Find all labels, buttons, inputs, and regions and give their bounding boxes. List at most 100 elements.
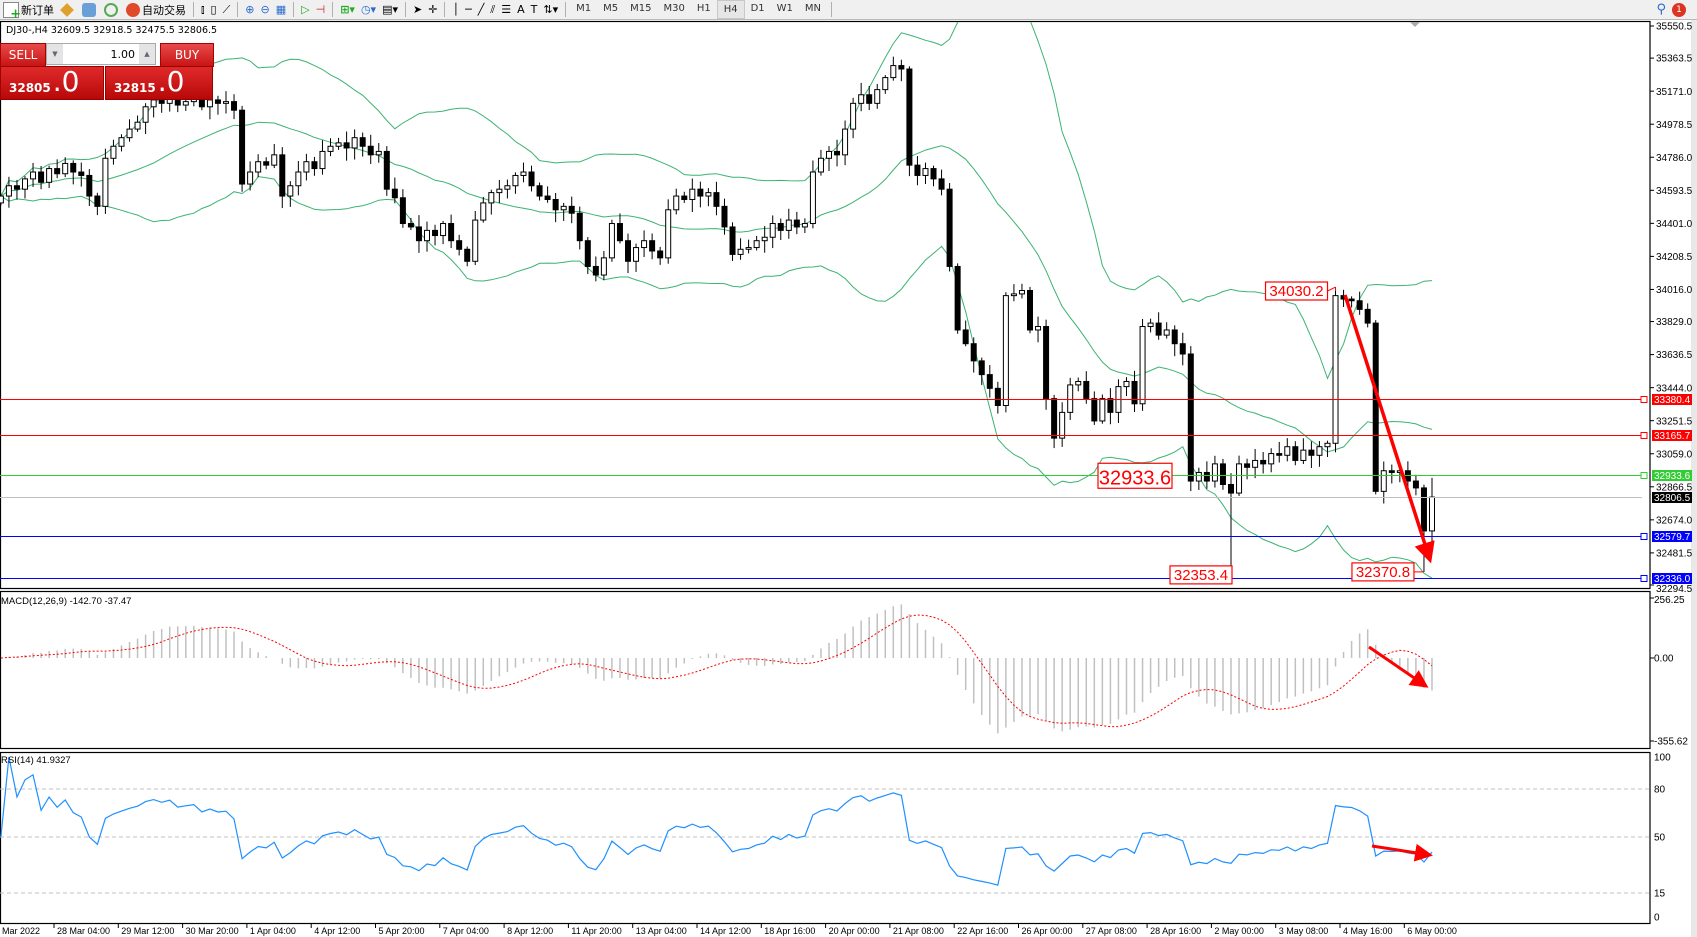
price-axis-label: 34978.5 <box>1656 120 1693 131</box>
candle-chart-button[interactable]: ▯ <box>208 1 220 18</box>
candle-bear <box>158 99 165 104</box>
time-axis-label: 6 May 00:00 <box>1407 926 1457 936</box>
line-handle[interactable] <box>1640 432 1648 439</box>
fibonacci-button[interactable]: ☰ <box>498 1 514 18</box>
cursor-button[interactable]: ➤ <box>410 1 425 18</box>
line-handle[interactable] <box>1640 533 1648 540</box>
text-label-button[interactable]: T <box>528 1 541 18</box>
line-handle[interactable] <box>1640 396 1648 403</box>
crosshair-button[interactable]: ✛ <box>425 1 440 18</box>
candle-bear <box>1372 322 1379 492</box>
time-axis-label: 18 Apr 16:00 <box>764 926 815 936</box>
candle-bull <box>874 89 881 104</box>
history-button[interactable] <box>57 1 79 18</box>
price-tag <box>1652 492 1692 503</box>
search-button[interactable]: ⚲ <box>1653 1 1669 18</box>
timeframe-m15[interactable]: M15 <box>630 3 652 14</box>
candle-bull <box>496 188 503 194</box>
timeframe-h1[interactable]: H1 <box>696 3 711 14</box>
lot-increase-button[interactable]: ▲ <box>139 44 155 64</box>
candle-bear <box>415 226 422 242</box>
timeframe-d1[interactable]: D1 <box>750 3 765 14</box>
timeframe-mn[interactable]: MN <box>804 3 822 14</box>
zoom-in-button[interactable]: ⊕ <box>242 1 257 18</box>
indicators-button[interactable]: ⊞▾ <box>337 1 358 18</box>
line-handle[interactable] <box>1640 575 1648 582</box>
price-axis-label: 32294.5 <box>1656 584 1693 595</box>
price-axis-label: 32674.0 <box>1656 515 1693 526</box>
line-handle[interactable] <box>1640 472 1648 479</box>
new-order-button[interactable]: + 新订单 <box>0 1 57 19</box>
zoom-in-icon: ⊕ <box>245 3 255 16</box>
auto-scroll-button[interactable]: ▷ <box>298 1 312 18</box>
candle-bull <box>769 223 776 238</box>
timeframe-m30[interactable]: M30 <box>663 3 685 14</box>
vertical-scrollbar[interactable] <box>1691 20 1697 937</box>
candle-bear <box>994 387 1001 407</box>
candle-bull <box>126 128 133 139</box>
candle-bear <box>697 188 704 197</box>
market-button[interactable] <box>79 1 101 18</box>
auto-trading-label: 自动交易 <box>142 3 186 17</box>
periods-button[interactable]: ◷▾ <box>358 1 379 18</box>
bar-chart-icon: ⫾ <box>201 2 205 16</box>
candle-bull <box>488 192 495 204</box>
candle-bull <box>223 101 229 104</box>
price-axis-label: 32866.5 <box>1656 482 1693 493</box>
candle-bull <box>1035 326 1042 331</box>
vertical-line-button[interactable]: │ <box>449 1 462 18</box>
sell-price-button[interactable]: 32805 .0 <box>0 66 104 100</box>
lot-size-input[interactable]: 1.00 <box>110 47 136 61</box>
lot-size-stepper[interactable]: ▼ 1.00 ▲ <box>46 43 156 65</box>
timeframe-bar: M1 M5 M15 M30 H1 H4 D1 W1 MN <box>570 0 827 19</box>
zoom-out-button[interactable]: ⊖ <box>258 1 273 18</box>
templates-button[interactable]: ▤▾ <box>379 1 401 18</box>
notifications-button[interactable]: 1 <box>1669 1 1689 18</box>
price-label-box <box>1264 281 1329 301</box>
auto-trading-button[interactable]: 自动交易 <box>123 1 189 18</box>
candle-bull <box>641 240 648 249</box>
toolbar-divider <box>332 2 334 17</box>
candle-bear <box>584 240 591 267</box>
price-tag <box>1652 573 1692 584</box>
price-tag <box>1652 430 1692 441</box>
candle-bull <box>255 161 262 173</box>
candle-bull <box>1211 463 1218 482</box>
horizontal-line-button[interactable]: ─ <box>462 1 475 18</box>
buy-price-button[interactable]: 32815 .0 <box>105 66 213 100</box>
candle-bull <box>118 137 125 147</box>
candle-bear <box>432 229 439 237</box>
rsi-trend-arrow[interactable] <box>1371 843 1433 862</box>
channel-button[interactable]: ⫽ <box>487 1 498 18</box>
candle-bull <box>520 171 527 176</box>
candle-bull <box>1147 322 1154 328</box>
timeframe-h4[interactable]: H4 <box>716 0 745 19</box>
timeframe-m1[interactable]: M1 <box>576 3 592 14</box>
trendline-button[interactable]: ╱ <box>475 1 488 18</box>
candle-bear <box>1043 326 1050 400</box>
macd-trend-arrow[interactable] <box>1368 645 1429 688</box>
price-label-box <box>1097 462 1173 489</box>
line-chart-button[interactable]: ⟋ <box>220 1 234 18</box>
sell-button[interactable]: SELL <box>0 43 46 67</box>
buy-button[interactable]: BUY <box>160 43 214 67</box>
timeframe-m5[interactable]: M5 <box>603 3 619 14</box>
text-button[interactable]: A <box>514 1 528 18</box>
candle-bull <box>1332 295 1339 444</box>
lot-decrease-button[interactable]: ▼ <box>47 44 63 64</box>
timeframe-w1[interactable]: W1 <box>776 3 793 14</box>
candle-bull <box>809 171 816 225</box>
clock-icon: ◷▾ <box>360 3 377 16</box>
candle-bear <box>1420 487 1427 532</box>
chart-shift-button[interactable]: ⊣ <box>313 1 329 18</box>
arrows-button[interactable]: ⇅▾ <box>540 1 561 18</box>
tile-windows-button[interactable]: ▦ <box>273 1 289 18</box>
candle-bull <box>633 247 640 262</box>
bar-chart-button[interactable]: ⫾ <box>198 1 208 18</box>
trend-arrow[interactable] <box>1343 294 1435 564</box>
signals-button[interactable] <box>101 1 123 18</box>
notification-badge: 1 <box>1672 2 1686 17</box>
candle-bear <box>592 265 599 276</box>
candle-bear <box>1244 463 1251 468</box>
